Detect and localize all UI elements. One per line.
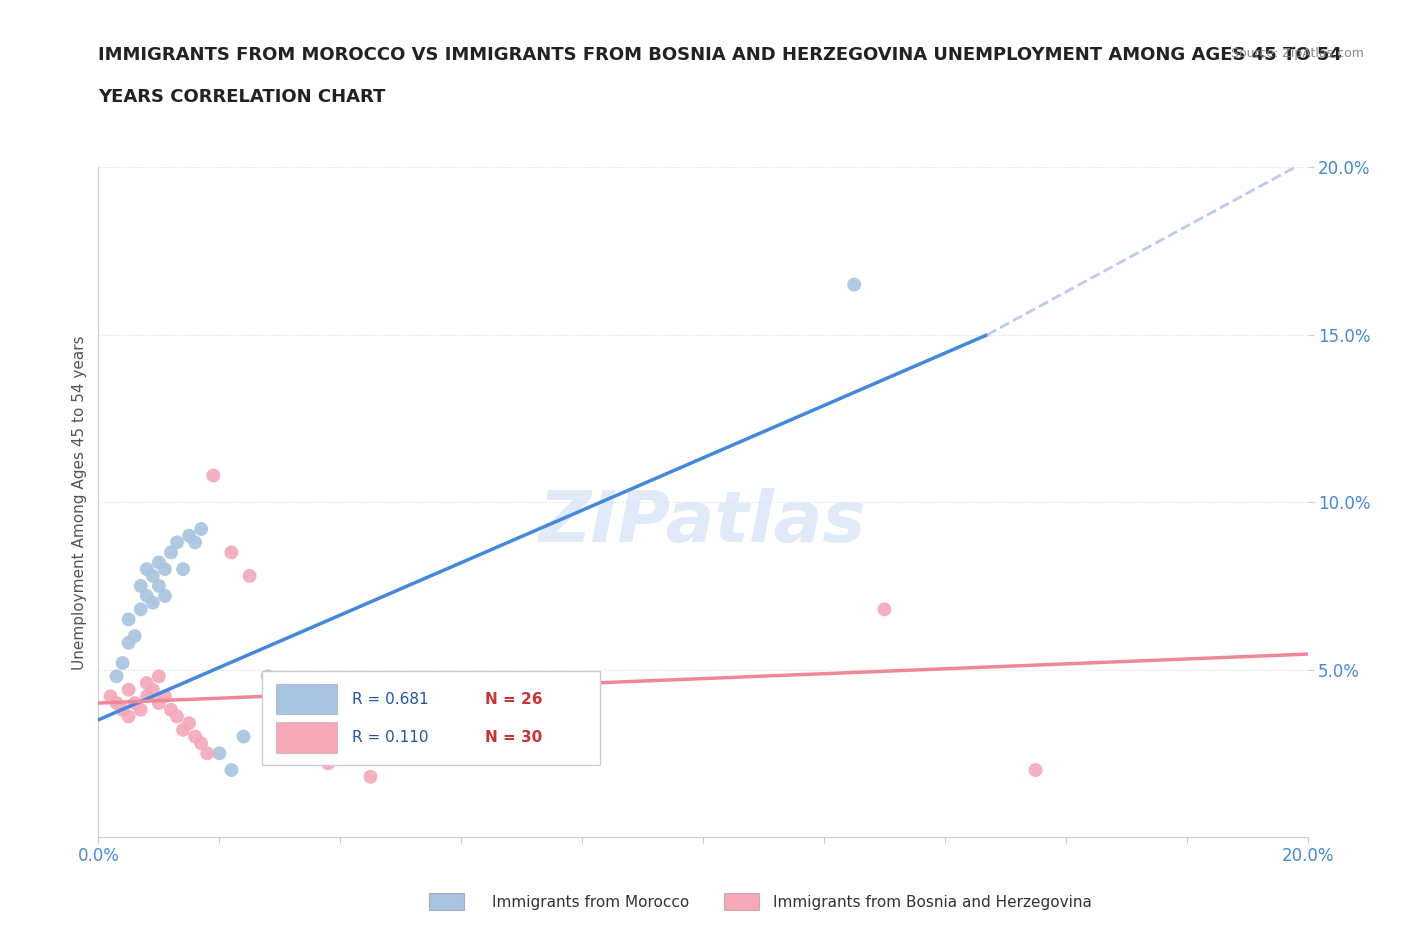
- Point: [177, 716, 201, 731]
- Point: [111, 702, 134, 717]
- Point: [166, 709, 188, 724]
- Text: Immigrants from Bosnia and Herzegovina: Immigrants from Bosnia and Herzegovina: [773, 895, 1092, 910]
- Point: [105, 669, 128, 684]
- Point: [360, 769, 382, 784]
- FancyBboxPatch shape: [276, 684, 336, 714]
- Point: [190, 736, 212, 751]
- Point: [148, 578, 170, 593]
- Point: [239, 568, 262, 583]
- Point: [135, 589, 157, 604]
- Point: [124, 629, 146, 644]
- Point: [184, 729, 207, 744]
- Point: [124, 696, 146, 711]
- Bar: [429, 893, 464, 910]
- Point: [148, 669, 170, 684]
- Point: [873, 602, 896, 617]
- Point: [100, 689, 122, 704]
- Point: [221, 763, 243, 777]
- Point: [160, 702, 183, 717]
- Point: [184, 535, 207, 550]
- Point: [129, 578, 152, 593]
- Point: [135, 562, 157, 577]
- Point: [195, 746, 218, 761]
- Point: [208, 746, 231, 761]
- Point: [142, 683, 165, 698]
- Text: IMMIGRANTS FROM MOROCCO VS IMMIGRANTS FROM BOSNIA AND HERZEGOVINA UNEMPLOYMENT A: IMMIGRANTS FROM MOROCCO VS IMMIGRANTS FR…: [98, 46, 1343, 64]
- Point: [118, 612, 141, 627]
- Point: [221, 545, 243, 560]
- Point: [153, 589, 176, 604]
- Point: [269, 729, 291, 744]
- Point: [172, 723, 194, 737]
- FancyBboxPatch shape: [276, 723, 336, 752]
- Point: [135, 675, 157, 690]
- Point: [1024, 763, 1046, 777]
- Point: [118, 683, 141, 698]
- Point: [129, 702, 152, 717]
- Point: [202, 468, 225, 483]
- Point: [269, 736, 291, 751]
- Text: R = 0.110: R = 0.110: [353, 730, 429, 746]
- Point: [316, 756, 339, 771]
- Text: Immigrants from Morocco: Immigrants from Morocco: [492, 895, 689, 910]
- Point: [844, 277, 866, 292]
- Point: [256, 669, 278, 684]
- Point: [190, 522, 212, 537]
- Point: [142, 595, 165, 610]
- Point: [153, 562, 176, 577]
- Point: [118, 635, 141, 650]
- Y-axis label: Unemployment Among Ages 45 to 54 years: Unemployment Among Ages 45 to 54 years: [72, 335, 87, 670]
- Point: [281, 746, 304, 761]
- Text: N = 26: N = 26: [485, 692, 543, 707]
- Point: [232, 729, 254, 744]
- FancyBboxPatch shape: [262, 671, 600, 764]
- Point: [172, 562, 194, 577]
- Point: [153, 689, 176, 704]
- Point: [160, 545, 183, 560]
- Point: [148, 696, 170, 711]
- Bar: [724, 893, 759, 910]
- Point: [148, 555, 170, 570]
- Text: ZIPatlas: ZIPatlas: [540, 488, 866, 557]
- Point: [129, 602, 152, 617]
- Point: [111, 656, 134, 671]
- Point: [166, 535, 188, 550]
- Text: N = 30: N = 30: [485, 730, 543, 746]
- Point: [105, 696, 128, 711]
- Point: [177, 528, 201, 543]
- Text: R = 0.681: R = 0.681: [353, 692, 429, 707]
- Text: YEARS CORRELATION CHART: YEARS CORRELATION CHART: [98, 88, 385, 106]
- Text: Source: ZipAtlas.com: Source: ZipAtlas.com: [1230, 46, 1364, 60]
- Point: [135, 689, 157, 704]
- Point: [118, 709, 141, 724]
- Point: [142, 568, 165, 583]
